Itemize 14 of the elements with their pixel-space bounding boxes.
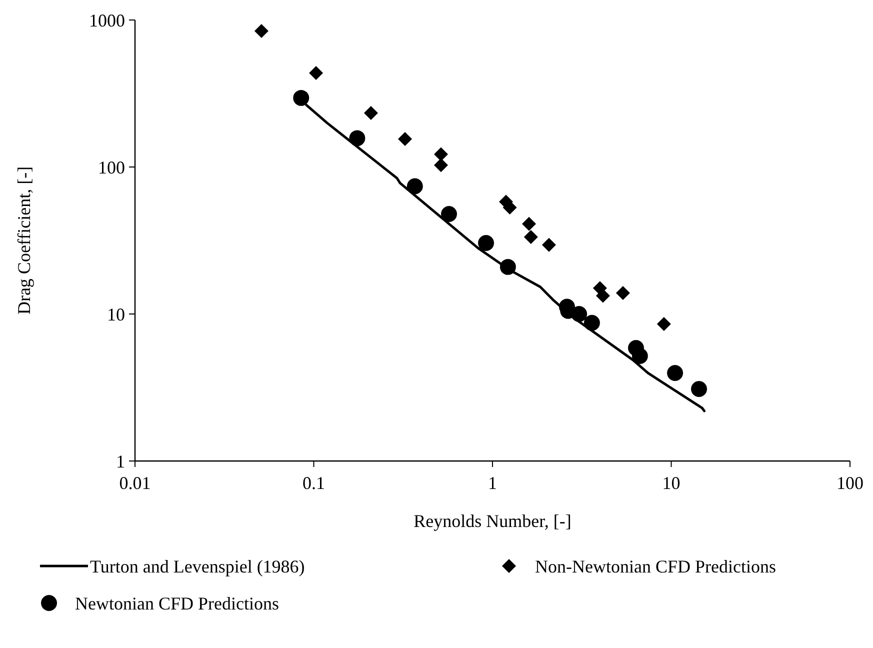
legend-label: Turton and Levenspiel (1986)	[90, 556, 305, 576]
legend-label: Non-Newtonian CFD Predictions	[535, 556, 776, 576]
legend-label: Newtonian CFD Predictions	[75, 593, 279, 614]
y-tick-label: 1	[116, 451, 125, 472]
x-tick-label: 0.01	[119, 473, 151, 493]
y-tick-label: 100	[98, 157, 125, 178]
x-tick-label: 0.1	[302, 473, 325, 493]
x-tick-label: 10	[662, 473, 680, 493]
x-tick-label: 100	[836, 473, 864, 493]
x-axis-title: Reynolds Number, [-]	[414, 511, 572, 531]
x-tick-label: 1	[488, 473, 497, 493]
y-axis-title: Drag Coefficient, [-]	[14, 166, 34, 315]
y-tick-label: 10	[107, 304, 125, 324]
y-tick-label: 1000	[89, 10, 125, 30]
